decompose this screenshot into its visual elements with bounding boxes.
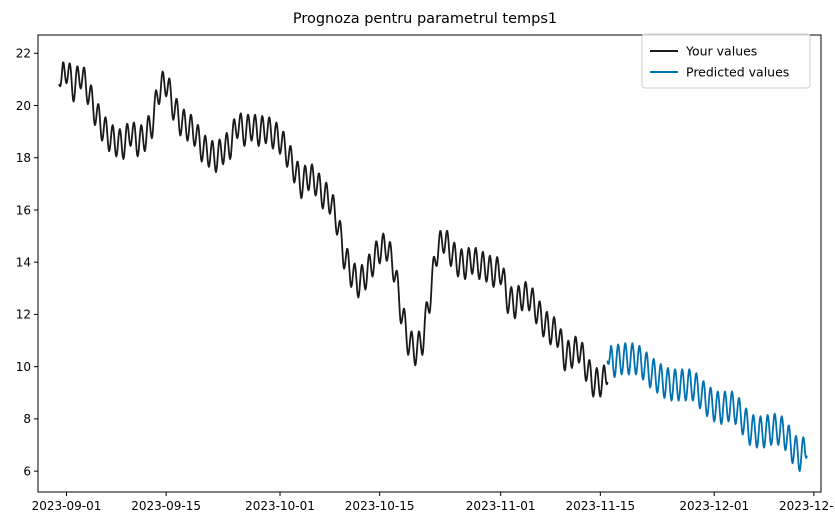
x-tick-label: 2023-10-01	[245, 499, 315, 513]
x-tick-label: 2023-11-15	[565, 499, 635, 513]
plot-area	[37, 34, 822, 493]
legend-box	[641, 33, 811, 89]
x-tick-label: 2023-09-01	[32, 499, 102, 513]
y-tick-label: 14	[16, 255, 31, 269]
y-tick-label: 8	[23, 412, 31, 426]
legend: Your values Predicted values	[641, 33, 811, 89]
y-tick-label: 16	[16, 203, 31, 217]
y-tick-label: 18	[16, 151, 31, 165]
x-tick-label: 2023-12-15	[779, 499, 835, 513]
plot-frame	[37, 34, 822, 493]
y-tick-label: 6	[23, 464, 31, 478]
x-tick-label: 2023-10-15	[345, 499, 415, 513]
y-tick-label: 12	[16, 308, 31, 322]
series-line-predicted-values	[606, 342, 808, 473]
legend-label-your-values: Your values	[685, 44, 757, 59]
x-axis: 2023-09-01 2023-09-15 2023-10-01 2023-10-15…	[32, 492, 835, 513]
y-tick-label: 10	[16, 360, 31, 374]
x-tick-label: 2023-11-01	[466, 499, 536, 513]
x-tick-label: 2023-09-15	[131, 499, 201, 513]
legend-label-predicted-values: Predicted values	[686, 65, 789, 80]
y-tick-label: 20	[16, 99, 31, 113]
series-line-your-values	[58, 61, 609, 398]
y-axis: 6 8 10 12 14 16 18 20 22	[16, 47, 38, 478]
x-tick-label: 2023-12-01	[679, 499, 749, 513]
series-layer	[58, 61, 808, 473]
chart-title: Prognoza pentru parametrul temps1	[293, 11, 557, 27]
y-tick-label: 22	[16, 47, 31, 61]
